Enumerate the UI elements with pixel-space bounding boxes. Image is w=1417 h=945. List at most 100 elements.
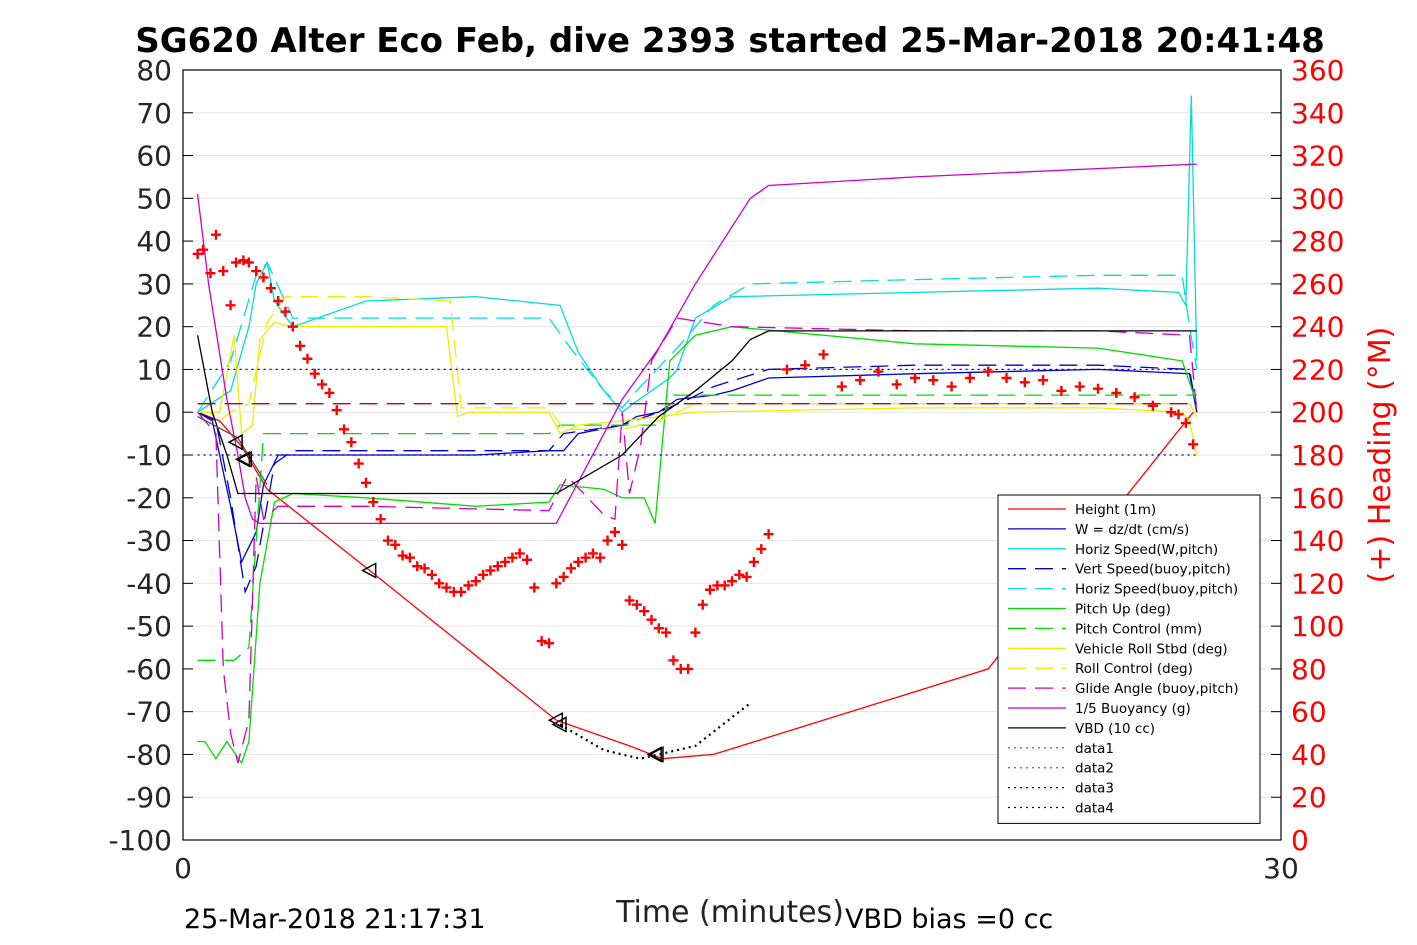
event-triangle: [236, 451, 252, 468]
heading-point: [617, 539, 628, 550]
heading-point: [565, 563, 576, 574]
heading-point: [544, 638, 554, 649]
heading-point: [287, 321, 298, 332]
series-line: [197, 364, 1198, 595]
right-tick-label: 120: [1291, 567, 1344, 600]
right-tick-label: 60: [1291, 696, 1327, 729]
axes-layer: 80706050403020100-10-20-30-40-50-60-70-8…: [108, 54, 1344, 885]
heading-point: [602, 535, 613, 546]
chart-title: SG620 Alter Eco Feb, dive 2393 started 2…: [135, 21, 1325, 61]
heading-point: [748, 556, 759, 567]
heading-point: [514, 548, 525, 559]
footer-timestamp: 25-Mar-2018 21:17:31: [184, 904, 486, 935]
left-tick-label: -60: [126, 653, 172, 686]
event-triangle: [227, 433, 243, 451]
heading-point: [456, 586, 467, 597]
heading-point: [741, 571, 752, 582]
heading-point: [258, 272, 269, 283]
heading-point: [238, 255, 249, 266]
heading-point: [631, 599, 642, 610]
left-tick-label: -90: [126, 781, 172, 814]
series-line: [197, 296, 1198, 430]
heading-point: [225, 300, 236, 311]
heading-point: [302, 353, 313, 364]
heading-point: [661, 627, 672, 638]
heading-point: [331, 405, 342, 416]
heading-point: [309, 368, 320, 379]
heading-point: [646, 614, 657, 625]
heading-point: [412, 561, 423, 572]
x-axis-label: Time (minutes): [615, 895, 844, 930]
heading-point: [536, 636, 547, 647]
heading-point: [382, 535, 393, 546]
right-tick-label: 160: [1291, 482, 1344, 515]
heading-point: [522, 554, 533, 565]
heading-point: [818, 349, 829, 360]
heading-point: [295, 340, 306, 351]
legend-entry: data4: [1075, 801, 1114, 817]
heading-point: [727, 576, 737, 587]
left-tick-label: 70: [136, 97, 172, 130]
heading-point: [361, 477, 371, 488]
series-line: [197, 261, 1198, 413]
dotted-depth-segment: [559, 702, 751, 760]
legend-entry: Horiz Speed(W,pitch): [1075, 542, 1218, 558]
x-tick-label: 30: [1263, 852, 1299, 885]
heading-point: [192, 248, 203, 259]
x-tick-label: 0: [174, 852, 192, 885]
series-line: [197, 317, 1198, 764]
legend-entry: VBD (10 cc): [1075, 721, 1155, 737]
heading-point: [763, 529, 774, 540]
right-tick-label: 260: [1291, 268, 1344, 301]
left-tick-label: 30: [136, 268, 172, 301]
heading-point: [697, 599, 708, 610]
heading-point: [928, 375, 939, 386]
left-tick-label: -10: [126, 439, 172, 472]
heading-point: [683, 663, 694, 674]
series-line: [196, 163, 1197, 525]
heading-point: [368, 497, 379, 508]
heading-point: [218, 266, 229, 277]
left-tick-label: 0: [154, 396, 172, 429]
heading-point: [1111, 387, 1122, 398]
heading-point: [964, 373, 975, 383]
heading-point: [210, 229, 221, 240]
heading-point: [719, 580, 730, 591]
heading-point: [595, 552, 606, 563]
heading-point: [580, 552, 591, 563]
heading-point: [756, 544, 767, 555]
series-line: [197, 368, 1198, 564]
heading-point: [346, 437, 357, 448]
heading-point: [1056, 385, 1067, 396]
heading-point: [551, 578, 562, 589]
legend-entry: Roll Control (deg): [1075, 661, 1193, 677]
heading-point: [1001, 373, 1012, 383]
legend-entry: data2: [1075, 761, 1114, 777]
series-line: [197, 411, 1194, 760]
left-tick-label: 60: [136, 140, 172, 173]
left-tick-label: -40: [126, 567, 172, 600]
right-tick-label: 200: [1291, 396, 1344, 429]
heading-point: [587, 548, 598, 559]
heading-point: [434, 578, 445, 589]
event-triangle: [551, 716, 567, 733]
heading-point: [492, 561, 503, 572]
right-axis-label: (+) Heading (°M): [1363, 327, 1398, 584]
heading-point: [470, 576, 481, 587]
heading-point: [419, 563, 430, 574]
left-tick-label: 10: [136, 353, 172, 386]
legend-entry: data1: [1075, 741, 1114, 757]
left-tick-label: 50: [136, 182, 172, 215]
heading-point: [1129, 392, 1140, 403]
right-tick-label: 220: [1291, 353, 1344, 386]
legend-entry: W = dz/dt (cm/s): [1075, 522, 1189, 538]
heading-point: [639, 606, 650, 617]
heading-point: [781, 364, 792, 375]
marker-layer: [192, 229, 1199, 763]
right-tick-label: 0: [1291, 824, 1309, 857]
heading-point: [1166, 407, 1177, 418]
left-tick-label: -30: [126, 525, 172, 558]
legend-entry: Pitch Up (deg): [1075, 602, 1171, 618]
heading-point: [463, 580, 474, 591]
